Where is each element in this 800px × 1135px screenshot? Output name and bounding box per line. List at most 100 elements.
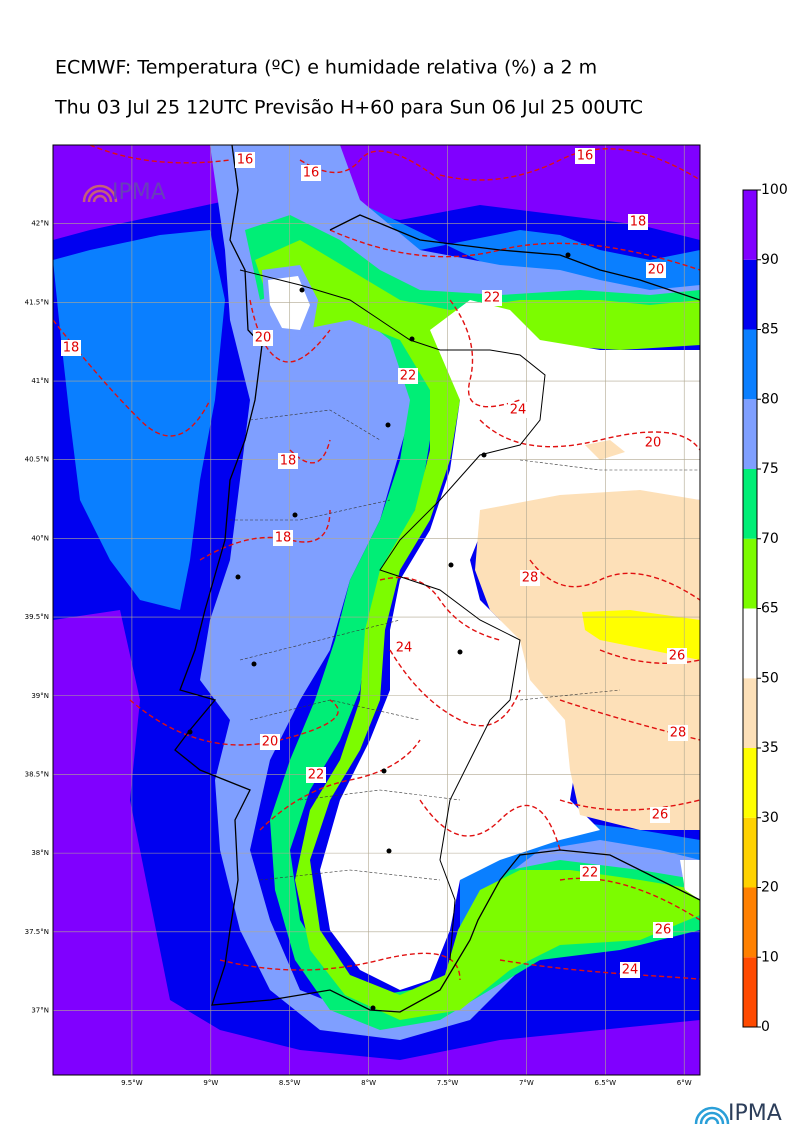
- contour-label: 20: [262, 735, 279, 750]
- colorbar-label: 0: [761, 1019, 770, 1035]
- region: [53, 145, 700, 1075]
- watermark: IPMA: [82, 180, 166, 205]
- contour-label-box: [482, 290, 502, 306]
- region: [268, 276, 310, 330]
- contour-label-box: [394, 640, 414, 656]
- colorbar-segment: [743, 538, 757, 609]
- contour-label: 20: [645, 436, 662, 451]
- region: [245, 215, 700, 1030]
- contour-label-box: [306, 767, 326, 783]
- lon-label: 7°W: [519, 1079, 534, 1087]
- contour-label: 28: [522, 571, 539, 586]
- colorbar-label: 80: [761, 391, 779, 407]
- district-lines: [230, 409, 700, 881]
- contour-label-box: [668, 725, 688, 741]
- colorbar-segment: [743, 678, 757, 748]
- colorbar-label: 65: [761, 601, 779, 617]
- contour-label: 22: [400, 369, 417, 384]
- contour-label: 20: [255, 331, 272, 346]
- contour-label: 18: [63, 341, 80, 356]
- contour-label: 28: [670, 726, 687, 741]
- colorbar-segment: [743, 887, 757, 958]
- colorbar-label: 10: [761, 949, 779, 965]
- contour-label-box: [253, 330, 273, 346]
- title: ECMWF: Temperatura (ºC) e humidade relat…: [55, 57, 597, 79]
- contour-label-box: [301, 165, 321, 181]
- colorbar-segment: [743, 190, 757, 260]
- lat-label: 40.5°N: [25, 456, 49, 464]
- contour-label-box: [278, 453, 298, 469]
- contour-label-box: [646, 262, 666, 278]
- contour-label: 18: [630, 215, 647, 230]
- contour-label: 26: [655, 923, 672, 938]
- lon-label: 6.5°W: [595, 1079, 617, 1087]
- contour-label: 16: [303, 166, 320, 181]
- colorbar-label: 85: [761, 322, 779, 338]
- contour-label-box: [628, 214, 648, 230]
- region: [320, 300, 700, 990]
- contour-label-box: [260, 734, 280, 750]
- region: [200, 145, 700, 1040]
- lon-label: 9.5°W: [121, 1079, 143, 1087]
- colorbar-label: 20: [761, 880, 779, 896]
- lat-label: 40°N: [31, 534, 49, 542]
- contour-label-box: [508, 402, 528, 418]
- contour-label: 16: [577, 149, 594, 164]
- contour-label-box: [580, 865, 600, 881]
- lon-label: 6°W: [677, 1079, 692, 1087]
- colorbar-segment: [743, 259, 757, 330]
- lat-label: 39°N: [31, 692, 49, 700]
- contour-label: 24: [622, 963, 639, 978]
- colorbar-label: 100: [761, 182, 788, 198]
- contour-label-box: [653, 922, 673, 938]
- colorbar-segment: [743, 469, 757, 539]
- colorbar-label: 30: [761, 810, 779, 826]
- contour-label-box: [667, 648, 687, 664]
- contour-label-box: [398, 368, 418, 384]
- colorbar-segment: [743, 608, 757, 679]
- region: [53, 145, 700, 960]
- watermark-text: IPMA: [112, 180, 166, 205]
- logo: IPMA: [694, 1101, 782, 1126]
- border: [239, 269, 546, 961]
- lon-label: 8°W: [361, 1079, 376, 1087]
- lon-label: 8.5°W: [279, 1079, 301, 1087]
- lat-label: 37°N: [31, 1006, 49, 1014]
- map: 16 16 16 18 20 22 20 22 24 18 18 20 18 28 24 26 20 28 22 26…: [53, 145, 700, 1075]
- colorbar-label: 75: [761, 461, 779, 477]
- coastline: [174, 145, 700, 1013]
- lat-label: 37.5°N: [25, 928, 49, 936]
- contour-label-box: [643, 435, 663, 451]
- colorbar-segment: [743, 748, 757, 818]
- colorbar-label: 70: [761, 531, 779, 547]
- contour-label: 24: [396, 641, 413, 656]
- contour-label: 26: [652, 808, 669, 823]
- lat-label: 41°N: [31, 377, 49, 385]
- contour-label: 18: [275, 531, 292, 546]
- contour-label-box: [650, 807, 670, 823]
- logo-text: IPMA: [728, 1101, 782, 1126]
- colorbar-frame: [742, 189, 758, 1028]
- contour-label: 16: [237, 153, 254, 168]
- lat-label: 38°N: [31, 849, 49, 857]
- lat-label: 41.5°N: [25, 298, 49, 306]
- contour-label-box: [61, 340, 81, 356]
- colorbar-segment: [743, 399, 757, 469]
- contour-label: 24: [510, 403, 527, 418]
- lon-label: 7.5°W: [437, 1079, 459, 1087]
- region: [582, 610, 700, 660]
- lat-label: 42°N: [31, 220, 49, 228]
- colorbar-segment: [743, 957, 757, 1027]
- contour-label-box: [520, 570, 540, 586]
- colorbar-segment: [743, 817, 757, 888]
- contour-label: 22: [308, 768, 325, 783]
- contour-label: 22: [582, 866, 599, 881]
- colorbar-segment: [743, 329, 757, 400]
- contour-label: 18: [280, 454, 297, 469]
- lon-label: 9°W: [203, 1079, 218, 1087]
- contour-label-box: [235, 152, 255, 168]
- map-frame: [52, 144, 701, 1076]
- region: [475, 440, 700, 830]
- contour-label: 22: [484, 291, 501, 306]
